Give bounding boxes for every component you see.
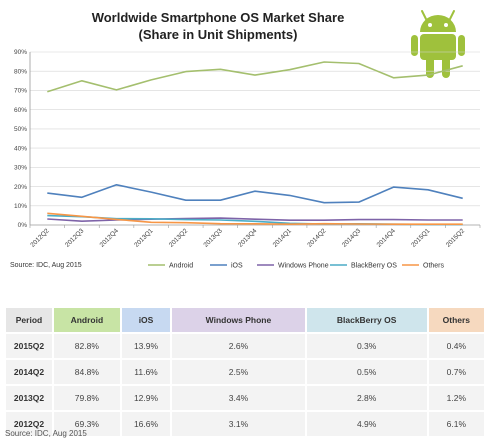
header-others: Others (428, 308, 484, 332)
cell-others: 6.1% (428, 412, 484, 436)
chart-title: Worldwide Smartphone OS Market Share (92, 10, 345, 25)
cell-blackberry-os: 0.5% (306, 360, 427, 384)
cell-ios: 11.6% (121, 360, 171, 384)
x-tick-label: 2014Q2 (306, 227, 328, 249)
chart-source: Source: IDC, Aug 2015 (10, 262, 82, 269)
cell-android: 82.8% (54, 334, 120, 358)
cell-others: 0.4% (428, 334, 484, 358)
header-android: Android (54, 308, 120, 332)
cell-windows-phone: 3.4% (172, 386, 305, 410)
x-tick-label: 2014Q1 (272, 227, 294, 249)
x-tick-label: 2013Q4 (237, 227, 259, 249)
x-tick-label: 2013Q3 (202, 227, 224, 249)
cell-ios: 16.6% (121, 412, 171, 436)
cell-period: 2015Q2 (6, 334, 52, 358)
cell-period: 2012Q2 (6, 412, 52, 436)
cell-ios: 13.9% (121, 334, 171, 358)
x-tick-label: 2015Q1 (410, 227, 432, 249)
cell-ios: 12.9% (121, 386, 171, 410)
cell-others: 0.7% (428, 360, 484, 384)
y-tick-label: 30% (14, 165, 27, 172)
market-share-chart: Worldwide Smartphone OS Market Share (Sh… (10, 10, 481, 270)
table-source: Source: IDC, Aug 2015 (5, 429, 87, 438)
legend-label-ios: iOS (231, 263, 243, 270)
header-ios: iOS (121, 308, 171, 332)
y-tick-label: 80% (14, 68, 27, 75)
series-line-ios (47, 184, 463, 204)
y-tick-label: 0% (18, 222, 28, 229)
series-line-others (47, 212, 463, 225)
x-tick-label: 2014Q3 (341, 227, 363, 249)
legend-label-others: Others (423, 263, 445, 270)
table-row: 2015Q2 82.8% 13.9% 2.6% 0.3% 0.4% (6, 334, 484, 358)
table-row: 2013Q2 79.8% 12.9% 3.4% 2.8% 1.2% (6, 386, 484, 410)
market-share-table: Period Android iOS Windows Phone BlackBe… (4, 306, 486, 438)
table-row: 2012Q2 69.3% 16.6% 3.1% 4.9% 6.1% (6, 412, 484, 436)
y-tick-label: 40% (14, 145, 27, 152)
y-tick-label: 90% (14, 49, 27, 56)
x-tick-label: 2013Q1 (133, 227, 155, 249)
chart-series (47, 61, 463, 226)
y-tick-label: 50% (14, 126, 27, 133)
table-header-row: Period Android iOS Windows Phone BlackBe… (6, 308, 484, 332)
y-tick-label: 20% (14, 184, 27, 191)
cell-others: 1.2% (428, 386, 484, 410)
chart-legend: Android iOS Windows Phone BlackBerry OS Othe… (148, 263, 445, 270)
chart-subtitle: (Share in Unit Shipments) (139, 27, 298, 42)
x-tick-label: 2012Q3 (64, 227, 86, 249)
y-tick-label: 70% (14, 88, 27, 95)
x-tick-label: 2014Q4 (376, 227, 398, 249)
cell-android: 79.8% (54, 386, 120, 410)
x-tick-label: 2012Q2 (29, 227, 51, 249)
android-robot-icon (411, 10, 465, 78)
cell-blackberry-os: 0.3% (306, 334, 427, 358)
legend-label-blackberry-os: BlackBerry OS (351, 263, 397, 270)
series-line-android (47, 61, 463, 93)
y-tick-label: 60% (14, 107, 27, 114)
cell-android: 84.8% (54, 360, 120, 384)
cell-android: 69.3% (54, 412, 120, 436)
cell-windows-phone: 2.5% (172, 360, 305, 384)
x-axis-ticks: 2012Q2 2012Q3 2012Q4 2013Q1 2013Q2 2013Q3 2013… (29, 227, 466, 249)
header-windows-phone: Windows Phone (172, 308, 305, 332)
cell-windows-phone: 2.6% (172, 334, 305, 358)
header-blackberry-os: BlackBerry OS (306, 308, 427, 332)
cell-period: 2014Q2 (6, 360, 52, 384)
table-row: 2014Q2 84.8% 11.6% 2.5% 0.5% 0.7% (6, 360, 484, 384)
y-axis-ticks: 0% 10% 20% 30% 40% 50% 60% 70% 80% 90% (14, 49, 27, 229)
chart-grid (29, 51, 481, 228)
cell-blackberry-os: 2.8% (306, 386, 427, 410)
legend-label-windows-phone: Windows Phone (278, 263, 329, 270)
x-tick-label: 2015Q2 (445, 227, 467, 249)
cell-period: 2013Q2 (6, 386, 52, 410)
header-period: Period (6, 308, 52, 332)
y-tick-label: 10% (14, 203, 27, 210)
cell-blackberry-os: 4.9% (306, 412, 427, 436)
x-tick-label: 2012Q4 (99, 227, 121, 249)
legend-label-android: Android (169, 263, 193, 270)
x-tick-label: 2013Q2 (168, 227, 190, 249)
cell-windows-phone: 3.1% (172, 412, 305, 436)
